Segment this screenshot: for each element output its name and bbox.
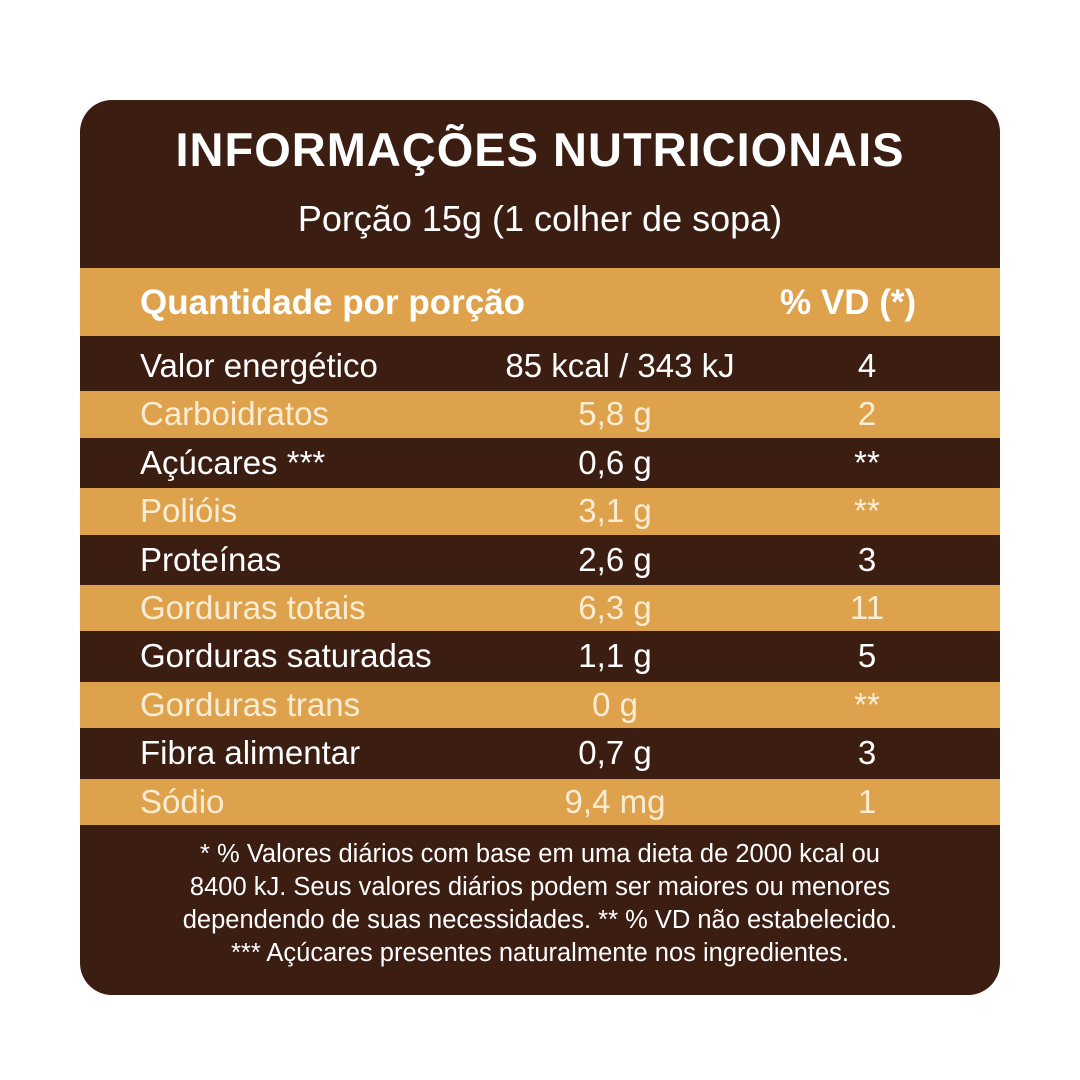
header-band <box>80 268 1000 336</box>
row-vd: ** <box>854 443 880 481</box>
row-amount: 3,1 g <box>578 492 652 530</box>
row-vd: 4 <box>857 347 877 384</box>
row-name: Gorduras saturadas <box>140 637 432 675</box>
row-band <box>80 488 1000 535</box>
header-cell: % VD (*) <box>780 283 917 322</box>
footnote-line: * % Valores diários com base em uma diet… <box>200 840 880 868</box>
subtitle: Porção 15g (1 colher de sopa) <box>297 198 783 239</box>
footnote-line: *** Açúcares presentes naturalmente nos … <box>230 939 850 967</box>
row-amount: 0,7 g <box>578 734 652 772</box>
row-name: Sódio <box>140 782 225 820</box>
row-name: Valor energético <box>140 347 378 384</box>
row-band <box>80 585 1000 632</box>
row-amount: 2,6 g <box>578 540 652 578</box>
row-vd: 3 <box>857 540 877 578</box>
row-band <box>80 681 1000 729</box>
header-cell: Quantidade por porção <box>140 283 526 322</box>
nutrition-card: INFORMAÇÕES NUTRICIONAIS Porção 15g (1 c… <box>80 100 1000 995</box>
row-band <box>80 391 1000 438</box>
row-vd: ** <box>854 685 880 723</box>
row-amount: 85 kcal / 343 kJ <box>505 347 735 384</box>
row-vd: 1 <box>857 782 877 820</box>
row-name: Polióis <box>140 492 238 530</box>
footnote-line: 8400 kJ. Seus valores diários podem ser … <box>189 873 891 901</box>
row-name: Gorduras totais <box>140 589 366 626</box>
row-band <box>80 778 1000 825</box>
row-amount: 9,4 mg <box>564 782 666 820</box>
row-name: Gorduras trans <box>140 685 361 723</box>
title: INFORMAÇÕES NUTRICIONAIS <box>175 123 905 176</box>
row-amount: 1,1 g <box>578 637 652 675</box>
row-vd: ** <box>854 492 880 530</box>
row-name: Carboidratos <box>140 395 329 433</box>
row-vd: 5 <box>857 637 877 675</box>
row-vd: 11 <box>849 589 885 626</box>
row-amount: 0,6 g <box>578 443 652 481</box>
row-vd: 2 <box>857 395 877 433</box>
footnote-line: dependendo de suas necessidades. ** % VD… <box>182 906 898 934</box>
row-amount: 5,8 g <box>578 395 652 433</box>
row-vd: 3 <box>857 734 877 772</box>
row-name: Fibra alimentar <box>140 734 361 772</box>
row-name: Açúcares *** <box>140 443 326 481</box>
row-amount: 6,3 g <box>578 589 652 626</box>
row-amount: 0 g <box>592 685 638 723</box>
row-name: Proteínas <box>140 540 282 578</box>
